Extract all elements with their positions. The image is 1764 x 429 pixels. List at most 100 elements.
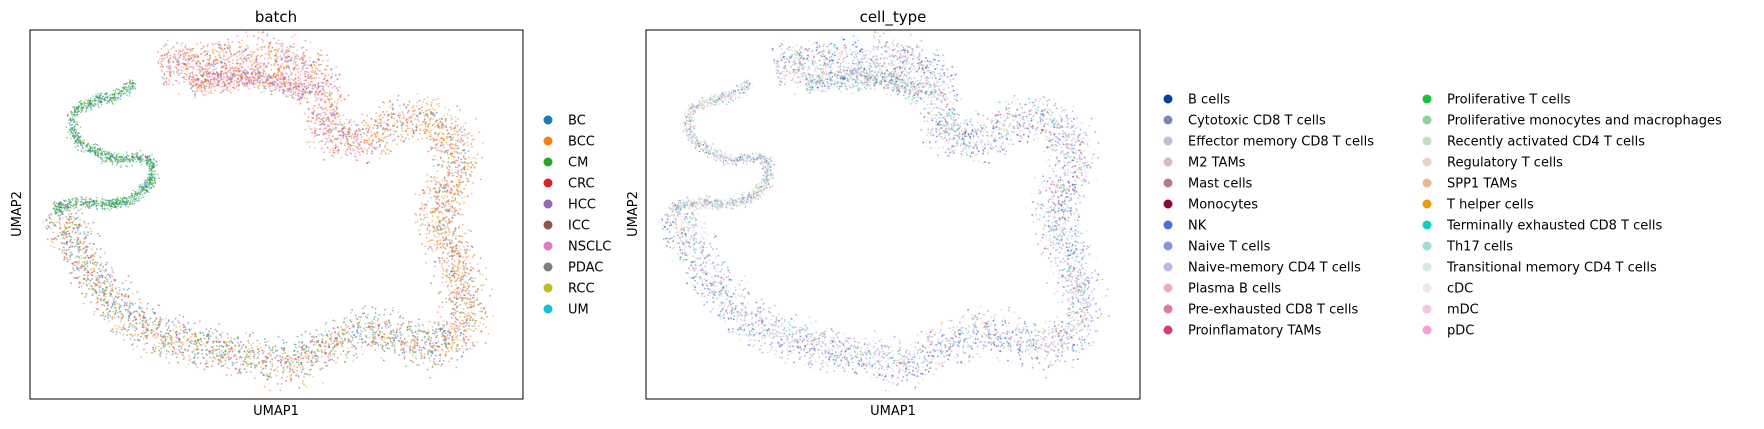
- scatter-point: [343, 337, 346, 340]
- scatter-point: [393, 341, 396, 343]
- scatter-point: [381, 133, 384, 135]
- scatter-point: [313, 351, 316, 353]
- scatter-point: [430, 337, 433, 339]
- scatter-point: [142, 330, 145, 332]
- scatter-point: [111, 269, 114, 272]
- scatter-point: [188, 48, 191, 50]
- scatter-point: [195, 62, 198, 65]
- scatter-point: [451, 323, 453, 326]
- scatter-point: [282, 370, 284, 373]
- scatter-point: [442, 246, 445, 249]
- scatter-point: [275, 55, 278, 57]
- scatter-point: [192, 67, 195, 70]
- scatter-point: [269, 360, 272, 363]
- scatter-point: [323, 75, 326, 77]
- scatter-point: [469, 175, 472, 178]
- scatter-point: [183, 335, 186, 338]
- scatter-point: [433, 155, 436, 157]
- scatter-point: [183, 63, 186, 65]
- scatter-point: [392, 107, 394, 110]
- scatter-point: [371, 133, 374, 136]
- scatter-point: [462, 275, 465, 278]
- scatter-point: [382, 140, 385, 143]
- scatter-point: [476, 153, 479, 156]
- scatter-point: [175, 70, 178, 73]
- scatter-point: [243, 50, 245, 53]
- scatter-point: [146, 302, 149, 305]
- scatter-point: [97, 267, 100, 270]
- scatter-point: [175, 58, 177, 61]
- scatter-point: [474, 290, 477, 293]
- scatter-point: [314, 64, 316, 67]
- scatter-point: [74, 223, 76, 226]
- scatter-point: [257, 67, 260, 69]
- scatter-point: [481, 142, 484, 144]
- scatter-point: [298, 67, 300, 70]
- scatter-point: [429, 189, 432, 192]
- scatter-point: [456, 172, 459, 174]
- scatter-point: [381, 344, 384, 347]
- scatter-point: [435, 348, 437, 351]
- scatter-point: [260, 38, 263, 41]
- scatter-point: [111, 283, 114, 286]
- scatter-point: [416, 101, 418, 104]
- scatter-point: [405, 137, 407, 140]
- scatter-point: [183, 51, 186, 54]
- scatter-point: [290, 56, 293, 59]
- scatter-point: [68, 213, 70, 216]
- scatter-point: [93, 243, 95, 245]
- scatter-point: [235, 368, 238, 371]
- scatter-point: [245, 371, 248, 374]
- scatter-point: [232, 350, 235, 353]
- scatter-point: [452, 136, 454, 139]
- scatter-point: [211, 48, 214, 51]
- scatter-point: [462, 340, 465, 343]
- scatter-point: [450, 313, 453, 315]
- scatter-point: [90, 301, 92, 304]
- scatter-point: [469, 347, 471, 350]
- scatter-point: [360, 133, 362, 136]
- scatter-point: [438, 305, 440, 308]
- scatter-point: [318, 64, 320, 66]
- scatter-point: [270, 354, 272, 357]
- scatter-point: [208, 57, 211, 60]
- scatter-point: [393, 337, 396, 340]
- scatter-point: [193, 54, 196, 56]
- scatter-point: [402, 340, 404, 343]
- scatter-point: [77, 233, 80, 236]
- scatter-point: [376, 119, 378, 121]
- scatter-point: [428, 342, 431, 345]
- scatter-point: [321, 93, 323, 96]
- scatter-point: [428, 335, 431, 338]
- scatter-point: [326, 64, 329, 67]
- scatter-point: [469, 306, 472, 308]
- scatter-point: [279, 356, 282, 358]
- scatter-point: [441, 205, 443, 208]
- scatter-point: [323, 72, 325, 75]
- scatter-point: [335, 126, 337, 129]
- scatter-point: [444, 186, 447, 189]
- scatter-point: [339, 123, 341, 126]
- scatter-point: [74, 231, 77, 234]
- scatter-point: [402, 103, 405, 105]
- scatter-point: [456, 140, 459, 142]
- scatter-point: [378, 313, 381, 316]
- scatter-point: [383, 337, 386, 340]
- scatter-point: [462, 333, 465, 336]
- scatter-point: [406, 340, 409, 343]
- scatter-point: [307, 77, 309, 79]
- scatter-point: [308, 90, 311, 92]
- scatter-point: [450, 192, 453, 194]
- scatter-point: [460, 279, 462, 281]
- scatter-point: [310, 368, 312, 371]
- scatter-point: [210, 346, 213, 348]
- scatter-point: [445, 184, 448, 187]
- scatter-point: [78, 282, 80, 285]
- scatter-point: [451, 122, 453, 125]
- scatter-point: [421, 137, 423, 140]
- scatter-point: [357, 327, 360, 329]
- scatter-point: [245, 345, 247, 348]
- scatter-point: [462, 157, 465, 160]
- scatter-point: [470, 276, 472, 279]
- scatter-point: [96, 261, 99, 264]
